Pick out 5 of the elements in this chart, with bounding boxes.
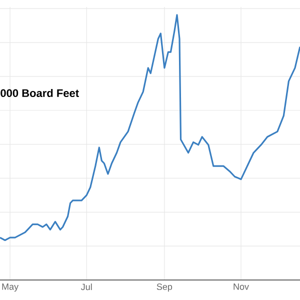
x-tick-label: Nov	[234, 284, 249, 290]
x-tick-label: Jul	[81, 284, 92, 290]
x-tick-label: May	[2, 284, 19, 292]
x-tick-label: Sep	[156, 284, 172, 292]
annotation: 000 Board Feet	[0, 88, 79, 98]
